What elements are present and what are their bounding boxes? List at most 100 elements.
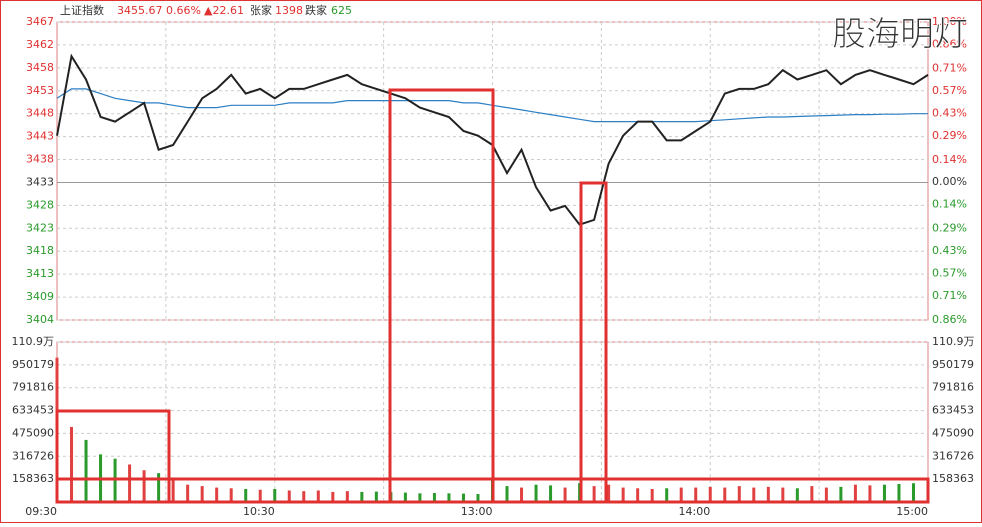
x-tick-label: 09:30 bbox=[25, 505, 57, 518]
volume-bar bbox=[331, 491, 335, 502]
volume-bar bbox=[650, 489, 654, 502]
volume-bar bbox=[316, 490, 320, 502]
y-tick-label: 3453 bbox=[26, 84, 54, 97]
volume-bar bbox=[345, 491, 349, 502]
volume-tick-label: 791816 bbox=[12, 381, 54, 394]
volume-bar bbox=[505, 486, 509, 502]
volume-bar bbox=[215, 487, 219, 502]
index-price: 3455.67 bbox=[117, 4, 163, 17]
volume-bar bbox=[708, 486, 712, 502]
volume-tick-label: 950179 bbox=[12, 358, 54, 371]
volume-bar bbox=[868, 485, 872, 502]
volume-bar bbox=[824, 487, 828, 502]
volume-bar bbox=[810, 486, 814, 502]
volume-bar bbox=[70, 426, 74, 502]
volume-bar bbox=[723, 487, 727, 502]
y-tick-label: 3462 bbox=[26, 38, 54, 51]
y2-tick-label: 0.14% bbox=[932, 198, 967, 211]
volume-bar bbox=[244, 489, 248, 502]
up-count: 1398 bbox=[275, 4, 303, 17]
volume-bar bbox=[157, 473, 161, 502]
y2-tick-label: 0.14% bbox=[932, 153, 967, 166]
y2-tick-label: 0.71% bbox=[932, 289, 967, 302]
y-tick-label: 3443 bbox=[26, 130, 54, 143]
volume-tick-label: 475090 bbox=[12, 426, 54, 439]
index-name: 上证指数 bbox=[60, 3, 104, 17]
volume-tick-label-right: 633453 bbox=[932, 404, 974, 417]
volume-bar bbox=[258, 489, 262, 502]
y2-tick-label: 0.57% bbox=[932, 267, 967, 280]
y2-tick-label: 0.29% bbox=[932, 222, 967, 235]
volume-bar bbox=[418, 493, 422, 502]
y-tick-label: 3438 bbox=[26, 153, 54, 166]
y2-tick-label: 1.00% bbox=[932, 15, 967, 28]
watermark: 股海明灯 bbox=[832, 15, 968, 55]
volume-bar bbox=[737, 486, 741, 502]
volume-bar bbox=[549, 485, 553, 502]
volume-bar bbox=[374, 491, 378, 502]
volume-bar bbox=[403, 492, 407, 502]
y2-tick-label: 0.86% bbox=[932, 37, 967, 50]
volume-bar bbox=[128, 464, 132, 502]
volume-bar bbox=[229, 488, 233, 502]
y-tick-label: 3467 bbox=[26, 15, 54, 28]
volume-bar bbox=[302, 491, 306, 502]
volume-tick-label-right: 791816 bbox=[932, 381, 974, 394]
volume-bar bbox=[534, 484, 538, 502]
volume-bar bbox=[795, 488, 799, 502]
volume-tick-label: 158363 bbox=[12, 472, 54, 485]
y-tick-label: 3428 bbox=[26, 198, 54, 211]
index-pct: 0.66% bbox=[166, 4, 201, 17]
y2-tick-label: 0.43% bbox=[932, 244, 967, 257]
volume-tick-label-right: 475090 bbox=[932, 426, 974, 439]
volume-tick-label: 633453 bbox=[12, 404, 54, 417]
volume-bar bbox=[882, 484, 886, 502]
up-label: 张家 bbox=[250, 3, 272, 17]
volume-bar bbox=[592, 486, 596, 502]
highlight-box bbox=[55, 477, 930, 504]
volume-tick-label-right: 110.9万 bbox=[932, 335, 975, 348]
y2-tick-label: 0.57% bbox=[932, 84, 967, 97]
volume-bar bbox=[839, 486, 843, 502]
volume-bar bbox=[520, 487, 524, 502]
x-tick-label: 10:30 bbox=[243, 505, 275, 518]
volume-bar bbox=[461, 493, 465, 502]
y2-tick-label: 0.86% bbox=[932, 313, 967, 326]
y-tick-label: 3409 bbox=[26, 290, 54, 303]
volume-bar bbox=[287, 490, 291, 502]
volume-tick-label: 110.9万 bbox=[12, 335, 55, 348]
volume-bar bbox=[171, 477, 175, 502]
volume-tick-label-right: 316726 bbox=[932, 449, 974, 462]
plot: 3467 3462 3458 3453 3448 3443 3438 3433 3428 3423… bbox=[12, 15, 975, 518]
y-tick-label: 3448 bbox=[26, 107, 54, 120]
volume-bar bbox=[694, 487, 698, 502]
volume-bar bbox=[200, 486, 204, 502]
volume-bar bbox=[84, 439, 88, 502]
volume-bar bbox=[432, 493, 436, 502]
volume-bar bbox=[273, 489, 277, 502]
y-tick-label: 3413 bbox=[26, 267, 54, 280]
volume-bar bbox=[447, 493, 451, 502]
y2-tick-label: 0.71% bbox=[932, 61, 967, 74]
volume-bar bbox=[665, 488, 669, 502]
volume-bar bbox=[911, 483, 915, 502]
volume-tick-label: 316726 bbox=[12, 449, 54, 462]
volume-bar bbox=[621, 487, 625, 502]
volume-bar bbox=[360, 491, 364, 502]
y2-tick-label: 0.29% bbox=[932, 129, 967, 142]
volume-tick-label-right: 158363 bbox=[932, 472, 974, 485]
volume-bar bbox=[563, 487, 567, 502]
volume-bar bbox=[766, 486, 770, 502]
volume-bar bbox=[752, 487, 756, 502]
volume-bar bbox=[853, 484, 857, 502]
volume-bar bbox=[186, 484, 190, 502]
highlight-boxes bbox=[55, 88, 930, 504]
volume-bar bbox=[897, 483, 901, 502]
down-count: 625 bbox=[331, 4, 352, 17]
down-label: 跌家 bbox=[305, 3, 327, 17]
x-tick-label: 14:00 bbox=[679, 505, 711, 518]
y2-tick-label: 0.43% bbox=[932, 106, 967, 119]
x-tick-label: 13:00 bbox=[461, 505, 493, 518]
volume-bar bbox=[142, 470, 146, 502]
